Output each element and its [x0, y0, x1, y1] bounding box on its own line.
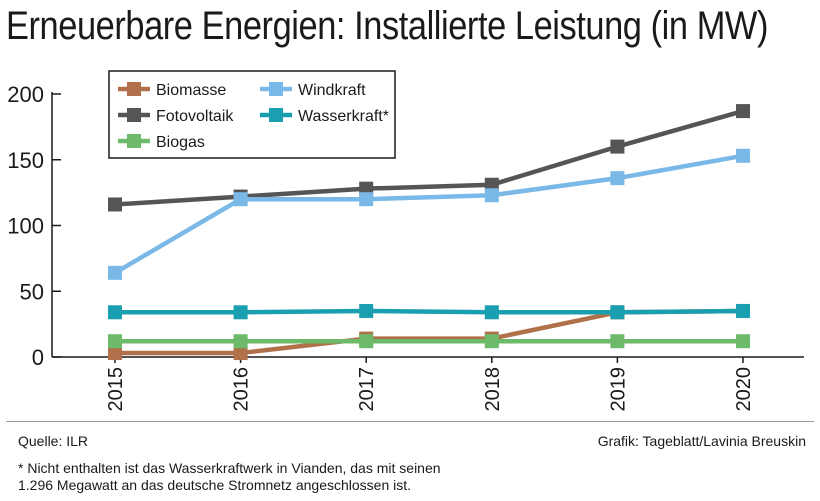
data-point — [610, 139, 625, 154]
data-point — [484, 177, 499, 192]
legend-label: Windkraft — [298, 82, 366, 99]
data-point — [108, 305, 122, 320]
footnote-line-2: 1.296 Megawatt an das deutsche Stromnetz… — [18, 477, 412, 493]
legend-label: Biogas — [156, 134, 205, 151]
data-point — [736, 148, 750, 163]
series-biogas — [108, 334, 750, 349]
data-point — [233, 192, 248, 207]
data-point — [108, 197, 122, 212]
y-tick-label: 200 — [7, 82, 44, 107]
legend-item: Wasserkraft* — [260, 108, 389, 125]
data-point — [108, 346, 122, 361]
data-point — [108, 265, 122, 280]
legend-label: Fotovoltaik — [156, 108, 234, 125]
legend-swatch-marker — [269, 82, 283, 96]
data-point — [610, 305, 625, 320]
credit-text: Grafik: Tageblatt/Lavinia Breuskin — [597, 433, 806, 449]
data-point — [233, 305, 248, 320]
y-tick-label: 100 — [7, 214, 44, 239]
x-tick-label: 2020 — [733, 367, 755, 412]
data-point — [736, 104, 750, 119]
footnote-line-1: * Nicht enthalten ist das Wasserkraftwer… — [18, 460, 441, 476]
legend-swatch-marker — [127, 82, 141, 96]
y-tick-label: 0 — [32, 345, 44, 370]
legend-item: Fotovoltaik — [118, 108, 234, 125]
series-windkraft — [108, 148, 750, 280]
series-line — [115, 308, 744, 356]
data-point — [736, 303, 750, 318]
series-wasserkraft — [108, 303, 750, 320]
legend-item: Biogas — [118, 134, 205, 151]
legend-box — [108, 70, 396, 159]
legend-item: Biomasse — [118, 82, 226, 99]
x-tick-label: 2016 — [231, 367, 253, 412]
legend-label: Biomasse — [156, 82, 226, 99]
data-point — [484, 188, 499, 203]
legend: Biomasse Fotovoltaik Biogas Windkraft Wasser… — [108, 70, 396, 159]
footnote: * Nicht enthalten ist das Wasserkraftwer… — [18, 460, 578, 494]
chart-title: Erneuerbare Energien: Installierte Leist… — [6, 4, 769, 48]
x-tick-label: 2017 — [356, 367, 378, 412]
x-tick-label: 2018 — [482, 367, 504, 412]
series-line — [113, 153, 744, 275]
source-text: Quelle: ILR — [18, 433, 89, 449]
data-point — [736, 334, 750, 349]
line-chart: 0 50 100 150 200 2015 2016 2017 2018 2019 2020 Bio… — [7, 70, 804, 412]
data-point — [108, 334, 122, 349]
axes: 0 50 100 150 200 2015 2016 2017 2018 2019 2020 — [7, 82, 804, 412]
data-point — [610, 334, 625, 349]
y-tick-label: 150 — [7, 148, 44, 173]
legend-item: Windkraft — [260, 82, 366, 99]
data-point — [610, 171, 625, 186]
legend-swatch-marker — [127, 108, 141, 122]
legend-label: Wasserkraft* — [298, 108, 389, 125]
data-point — [233, 346, 248, 361]
footer-divider — [6, 421, 814, 422]
series-line — [115, 308, 744, 315]
series-line — [114, 108, 744, 207]
legend-swatch-marker — [269, 108, 283, 122]
data-point — [484, 305, 499, 320]
series-layer — [108, 104, 750, 361]
legend-swatch-marker — [127, 134, 141, 148]
data-point — [359, 303, 374, 318]
data-point — [359, 192, 374, 207]
data-point — [359, 334, 374, 349]
data-point — [484, 334, 499, 349]
y-tick-label: 50 — [20, 279, 44, 304]
x-tick-label: 2019 — [607, 367, 629, 412]
x-tick-label: 2015 — [105, 367, 127, 412]
data-point — [359, 181, 374, 196]
data-point — [233, 334, 248, 349]
series-fotovoltaik — [108, 104, 750, 212]
